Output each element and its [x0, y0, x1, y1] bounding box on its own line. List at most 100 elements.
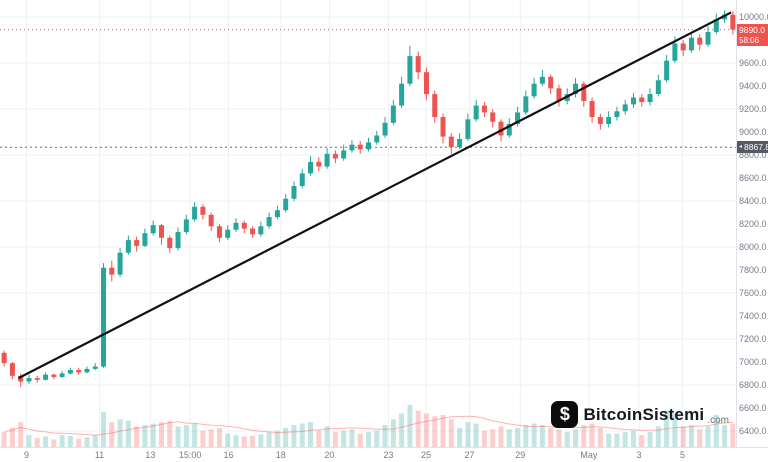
price-line-value: 8867.8: [744, 142, 768, 153]
candle-body: [291, 186, 297, 199]
time-tick-label: 23: [383, 450, 394, 460]
candle-body: [192, 206, 198, 220]
volume-bar: [390, 419, 396, 448]
candle-body: [43, 374, 49, 380]
volume-bar: [299, 423, 305, 448]
volume-bar: [374, 430, 380, 448]
volume-bar: [498, 426, 504, 448]
candle-body: [622, 104, 628, 112]
candle-body: [589, 100, 595, 118]
candle-body: [101, 267, 107, 367]
candle-body: [308, 161, 314, 174]
price-tick-label: 9000.0: [739, 127, 767, 137]
volume-bar: [134, 426, 140, 448]
price-tick-label: 6600.0: [739, 402, 767, 413]
volume-bar: [407, 404, 413, 448]
candle-body: [448, 136, 454, 147]
candle-body: [109, 267, 115, 275]
volume-bar: [581, 425, 587, 448]
volume-bar: [573, 429, 579, 448]
candle-body: [473, 105, 479, 120]
candle-body: [92, 366, 98, 369]
volume-bar: [258, 434, 264, 448]
volume-bar: [167, 420, 173, 448]
volume-bar: [34, 437, 40, 448]
time-tick-label: May: [580, 450, 598, 460]
volume-bar: [76, 438, 82, 448]
volume-bar: [730, 423, 736, 448]
volume-bar: [622, 432, 628, 448]
volume-bar: [125, 420, 131, 448]
candle-body: [225, 229, 231, 238]
candle-body: [18, 375, 24, 382]
candlestick-chart[interactable]: [0, 0, 737, 448]
volume-bar: [423, 413, 429, 448]
chart-plot-area[interactable]: $ BitcoinSistemi .com: [0, 0, 737, 448]
candle-body: [390, 105, 396, 123]
candle-body: [399, 83, 405, 106]
volume-bar: [150, 423, 156, 448]
volume-bar: [142, 425, 148, 448]
volume-bar: [680, 426, 686, 448]
volume-bar: [192, 423, 198, 448]
candle-body: [457, 138, 463, 147]
volume-bar: [92, 435, 98, 448]
candle-body: [59, 373, 65, 377]
volume-bar: [473, 423, 479, 448]
candle-body: [125, 240, 131, 253]
candle-body: [357, 144, 363, 150]
volume-bar: [308, 422, 314, 448]
candle-body: [34, 378, 40, 380]
candle-body: [539, 76, 545, 84]
volume-bar: [448, 419, 454, 448]
price-tick-label: 7600.0: [739, 287, 767, 298]
candle-body: [142, 233, 148, 246]
price-tick-label: 8000.0: [739, 241, 767, 252]
volume-bar: [457, 427, 463, 448]
candle-body: [175, 232, 181, 249]
candle-body: [266, 217, 272, 227]
candle-body: [332, 153, 338, 159]
arrow-left-icon: ◂: [739, 144, 743, 151]
candle-body: [407, 56, 413, 84]
candle-body: [366, 142, 371, 150]
candle-body: [84, 368, 90, 373]
trendline[interactable]: [17, 11, 732, 380]
candle-body: [216, 226, 222, 238]
price-tick-label: 7400.0: [739, 310, 767, 321]
volume-bar: [18, 422, 24, 448]
volume-bar: [175, 426, 181, 448]
time-tick-label: 25: [420, 450, 431, 460]
volume-bar: [548, 427, 554, 448]
time-tick-label: 15:00: [178, 450, 202, 460]
volume-bar: [1, 432, 7, 448]
volume-bar: [481, 430, 487, 448]
candle-body: [341, 150, 347, 159]
candle-body: [655, 80, 661, 95]
candle-body: [680, 43, 686, 51]
candle-body: [581, 83, 587, 101]
candle-body: [597, 117, 603, 124]
price-tick-label: 7200.0: [739, 333, 767, 344]
candle-body: [76, 370, 82, 373]
candle-body: [250, 228, 256, 235]
price-axis[interactable]: 9890.0 58:06 ◂ 8867.8 6400.0 6600.0 6800.0…: [736, 0, 768, 448]
volume-bar: [84, 437, 90, 448]
candle-body: [150, 225, 156, 234]
volume-bar: [349, 429, 355, 448]
price-tick-label: 9200.0: [739, 104, 767, 114]
candle-body: [498, 121, 504, 136]
volume-bar: [655, 426, 661, 448]
time-tick-label: 18: [275, 450, 286, 460]
candle-body: [481, 105, 487, 113]
time-tick-label: 13: [145, 450, 156, 460]
volume-bar: [59, 435, 65, 448]
watermark: $ BitcoinSistemi .com: [551, 401, 729, 428]
candle-body: [688, 37, 694, 51]
time-tick-label: 20: [324, 450, 335, 460]
candle-body: [382, 122, 388, 136]
candle-body: [349, 144, 355, 151]
time-axis[interactable]: 9 11 13 15:00 16 18 20 23 25 27 29 May 3 5: [0, 447, 768, 462]
volume-bar: [440, 414, 446, 448]
